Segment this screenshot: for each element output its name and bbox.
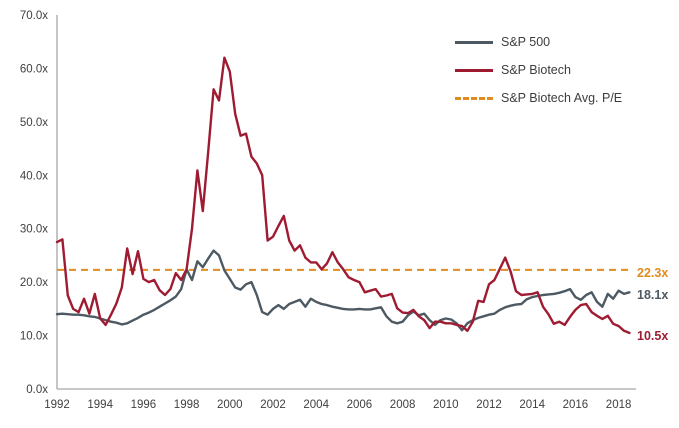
sp500-line-swatch: [455, 40, 493, 44]
legend-item-sp500: S&P 500: [455, 28, 622, 56]
avg-pe-line-swatch: [455, 96, 493, 100]
sp500-line: [55, 249, 631, 332]
legend-label-sp500: S&P 500: [501, 35, 551, 49]
x-tick-label: 2016: [563, 399, 589, 411]
x-tick-label: 1992: [44, 399, 70, 411]
legend-item-avg-pe: S&P Biotech Avg. P/E: [455, 84, 622, 112]
y-tick-label: 0.0x: [26, 384, 48, 396]
y-tick-label: 50.0x: [20, 117, 48, 129]
x-tick-label: 2018: [606, 399, 632, 411]
x-tick-label: 1996: [131, 399, 157, 411]
x-tick-label: 2002: [260, 399, 286, 411]
y-tick-label: 30.0x: [20, 224, 48, 236]
avg-pe-end-value: 22.3x: [637, 265, 669, 280]
y-tick-label: 20.0x: [20, 277, 48, 289]
x-tick-label: 2008: [390, 399, 416, 411]
biotech-line-swatch: [455, 68, 493, 72]
biotech-line: [55, 56, 631, 335]
y-tick-label: 70.0x: [20, 10, 48, 22]
y-tick-label: 40.0x: [20, 170, 48, 182]
y-tick-label: 10.0x: [20, 331, 48, 343]
x-tick-label: 1998: [174, 399, 200, 411]
x-tick-label: 2010: [433, 399, 459, 411]
biotech-end-value: 10.5x: [637, 328, 669, 343]
x-tick-label: 2006: [347, 399, 373, 411]
x-tick-label: 2000: [217, 399, 243, 411]
x-tick-label: 2004: [303, 399, 329, 411]
x-tick-label: 2012: [476, 399, 502, 411]
legend-label-avg-pe: S&P Biotech Avg. P/E: [501, 91, 623, 105]
legend-item-biotech: S&P Biotech: [455, 56, 622, 84]
x-tick-label: 1994: [87, 399, 113, 411]
y-tick-label: 60.0x: [20, 63, 48, 75]
sp500-end-value: 18.1x: [637, 288, 669, 303]
legend-label-biotech: S&P Biotech: [501, 63, 571, 77]
chart-legend: S&P 500 S&P Biotech S&P Biotech Avg. P/E: [455, 28, 622, 112]
x-tick-label: 2014: [519, 399, 545, 411]
